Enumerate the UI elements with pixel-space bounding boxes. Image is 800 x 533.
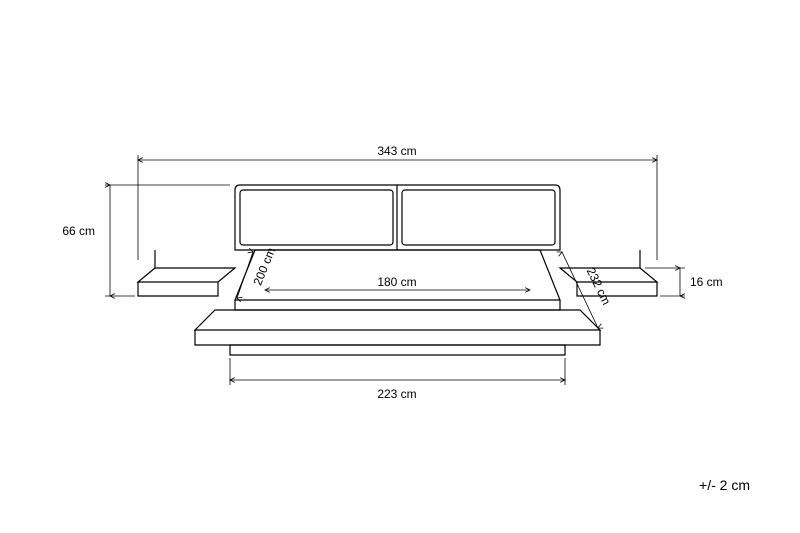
- label-mattress-width: 180 cm: [377, 275, 416, 289]
- bed-outline: [138, 185, 657, 355]
- dim-right-slant: [562, 252, 598, 328]
- bed-diagram: 343 cm 66 cm 200 cm 180 cm 232 cm 16 cm …: [0, 0, 800, 533]
- label-left-height: 66 cm: [62, 224, 95, 238]
- tolerance-label: +/- 2 cm: [699, 477, 750, 493]
- label-right-slant: 232 cm: [584, 265, 614, 307]
- label-top-width: 343 cm: [377, 144, 416, 158]
- label-base-width: 223 cm: [377, 387, 416, 401]
- dim-mattress-depth: [237, 252, 253, 298]
- label-side-height: 16 cm: [690, 275, 723, 289]
